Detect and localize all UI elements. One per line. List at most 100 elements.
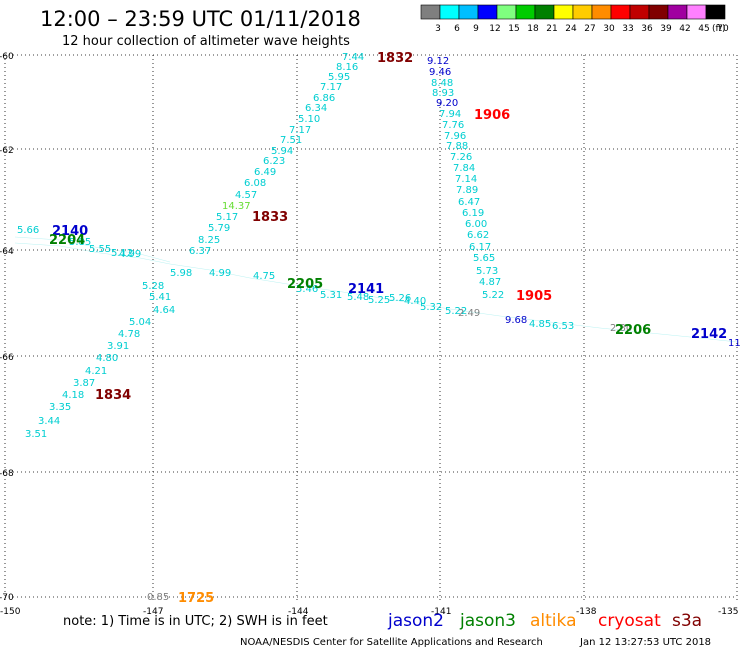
footer-timestamp: Jan 12 13:27:53 UTC 2018 <box>579 637 711 648</box>
colorbar-tick-label: 39 <box>660 24 672 34</box>
colorbar-tick-label: 33 <box>622 24 633 34</box>
wave-height-value: 6.08 <box>244 178 266 189</box>
pass-time-label: 1725 <box>178 591 214 606</box>
pass-time-label: 2205 <box>287 277 323 292</box>
track-line <box>14 242 738 343</box>
wave-height-value: 5.55 <box>89 244 111 255</box>
wave-height-value: 6.23 <box>263 156 285 167</box>
mission-legend-altika: altika <box>530 611 577 631</box>
wave-height-value: 14.37 <box>222 201 251 212</box>
lon-label-141: -141 <box>431 607 451 617</box>
colorbar-tick-label: 18 <box>527 24 539 34</box>
map-subtitle: 12 hour collection of altimeter wave hei… <box>62 34 350 49</box>
wave-height-value: 5.65 <box>473 253 495 264</box>
wave-height-value: 7.84 <box>453 163 475 174</box>
colorbar-tick-label: 9 <box>473 24 479 34</box>
colorbar-swatch <box>420 4 441 20</box>
wave-height-value: 7.17 <box>320 82 342 93</box>
colorbar-swatch <box>648 4 669 20</box>
colorbar-swatch <box>439 4 460 20</box>
pass-time-label: 2142 <box>691 327 727 342</box>
lon-label-150: -150 <box>0 607 21 617</box>
wave-height-value: 8.93 <box>432 88 454 99</box>
lon-label-147: -147 <box>143 607 163 617</box>
colorbar-tick-label: 24 <box>565 24 577 34</box>
wave-height-value: 5.17 <box>216 212 238 223</box>
wave-height-value: 4.78 <box>118 329 140 340</box>
wave-height-value: 7.89 <box>456 185 478 196</box>
lon-label-144: -144 <box>288 607 309 617</box>
colorbar-swatch <box>629 4 650 20</box>
lat-label-62: -62 <box>0 146 14 156</box>
lat-label-60: -60 <box>0 52 14 62</box>
mission-legend-s3a: s3a <box>672 611 702 631</box>
wave-height-value: 6.86 <box>313 93 335 104</box>
wave-height-value: 4.85 <box>529 319 551 330</box>
wave-height-value: 5.94 <box>271 146 293 157</box>
wave-height-value: 4.80 <box>96 353 118 364</box>
mission-legend: jason2 jason3 altika cryosat s3a <box>387 611 702 631</box>
wave-height-value: 9.12 <box>427 56 449 67</box>
wave-height-value: 5.22 <box>445 306 467 317</box>
wave-height-value: 5.26 <box>389 293 411 304</box>
wave-height-value: 5.04 <box>129 317 151 328</box>
colorbar-tick-label: 36 <box>641 24 653 34</box>
wave-height-value: 7.26 <box>450 152 472 163</box>
colorbar-swatch <box>553 4 574 20</box>
wave-height-value: 3.35 <box>49 402 71 413</box>
pass-time-label: 1832 <box>377 51 413 66</box>
colorbar-tick-label: 45 <box>698 24 709 34</box>
wave-height-value: 5.32 <box>420 302 442 313</box>
mission-legend-cryosat: cryosat <box>598 611 661 631</box>
colorbar-tick-label: 27 <box>584 24 595 34</box>
lon-label-135: -135 <box>718 607 738 617</box>
wave-height-value: 5.73 <box>476 266 498 277</box>
wave-height-value: 9.46 <box>429 67 451 78</box>
pass-time-label: 2140 <box>52 224 88 239</box>
wave-height-value: 9.68 <box>505 315 527 326</box>
wave-height-value: 4.21 <box>85 366 107 377</box>
pass-time-label: 1905 <box>516 289 552 304</box>
wave-height-value: 7.76 <box>442 120 464 131</box>
colorbar-tick-label: 70 <box>717 24 729 34</box>
colorbar-tick-label: 21 <box>546 24 557 34</box>
wave-height-value: 6.47 <box>458 197 480 208</box>
wave-height-value: 4.99 <box>209 268 231 279</box>
colorbar-tick-label: 6 <box>454 24 460 34</box>
colorbar <box>420 4 726 20</box>
wave-height-value: 6.19 <box>462 208 484 219</box>
wave-height-value: 4.99 <box>119 249 141 260</box>
pass-time-label: 2206 <box>615 323 651 338</box>
lat-label-66: -66 <box>0 353 14 363</box>
wave-height-value: 4.64 <box>153 305 175 316</box>
mission-legend-jason3: jason3 <box>459 611 516 631</box>
wave-height-value: 5.95 <box>328 72 350 83</box>
wave-height-value: 6.17 <box>469 242 491 253</box>
colorbar-tick-label: 12 <box>489 24 500 34</box>
wave-height-value: 6.37 <box>189 246 211 257</box>
wave-height-value: 8.25 <box>198 235 220 246</box>
colorbar-tick-label: 15 <box>508 24 519 34</box>
wave-height-value: 4.57 <box>235 190 257 201</box>
wave-height-value: 2.80 <box>610 323 632 334</box>
colorbar-unit: (ft) <box>712 24 726 34</box>
wave-height-value: 8.16 <box>336 62 358 73</box>
wave-height-value: 5.12 <box>111 248 133 259</box>
colorbar-tick-label: 3 <box>435 24 441 34</box>
footer-credit: NOAA/NESDIS Center for Satellite Applica… <box>240 637 543 648</box>
wave-height-value: 5.41 <box>149 292 171 303</box>
wave-height-value: 4.40 <box>404 296 426 307</box>
wave-height-value: 0.85 <box>147 592 169 603</box>
colorbar-swatch <box>496 4 517 20</box>
colorbar-swatch <box>572 4 593 20</box>
wave-height-value: 5.10 <box>298 114 320 125</box>
wave-height-value: 6.00 <box>465 219 487 230</box>
wave-height-values: 7.448.165.957.176.866.345.107.177.515.94… <box>14 52 740 603</box>
colorbar-swatch <box>477 4 498 20</box>
wave-height-value: 6.62 <box>467 230 489 241</box>
colorbar-swatch <box>534 4 555 20</box>
pass-time-label: 2204 <box>49 233 85 248</box>
colorbar-swatch <box>458 4 479 20</box>
wave-height-value: 5.28 <box>142 281 164 292</box>
wave-height-value: 7.17 <box>289 125 311 136</box>
